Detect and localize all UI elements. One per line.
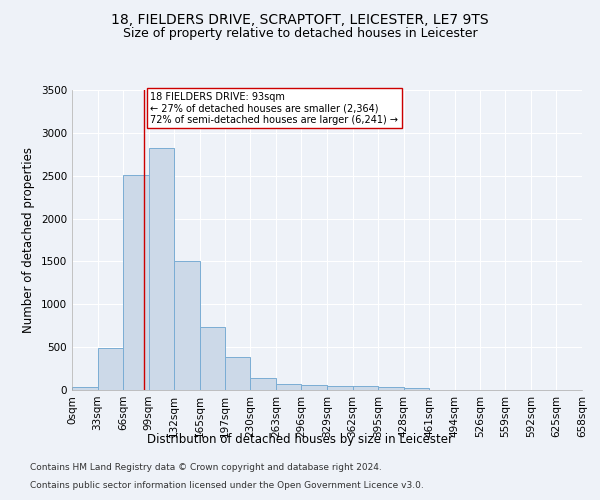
Bar	[276, 384, 301, 390]
Bar	[149, 148, 175, 390]
Bar	[200, 326, 226, 390]
Text: Size of property relative to detached houses in Leicester: Size of property relative to detached ho…	[122, 28, 478, 40]
Text: Contains HM Land Registry data © Crown copyright and database right 2024.: Contains HM Land Registry data © Crown c…	[30, 464, 382, 472]
Bar	[72, 388, 98, 390]
Text: 18 FIELDERS DRIVE: 93sqm
← 27% of detached houses are smaller (2,364)
72% of sem: 18 FIELDERS DRIVE: 93sqm ← 27% of detach…	[150, 92, 398, 125]
Bar	[175, 262, 200, 390]
Text: Distribution of detached houses by size in Leicester: Distribution of detached houses by size …	[147, 432, 453, 446]
Text: Contains public sector information licensed under the Open Government Licence v3: Contains public sector information licen…	[30, 481, 424, 490]
Bar	[327, 386, 353, 390]
Bar	[250, 378, 276, 390]
Bar	[378, 388, 404, 390]
Y-axis label: Number of detached properties: Number of detached properties	[22, 147, 35, 333]
Bar	[301, 386, 327, 390]
Bar	[404, 388, 430, 390]
Bar	[123, 175, 149, 390]
Bar	[224, 358, 250, 390]
Bar	[353, 386, 378, 390]
Bar	[98, 348, 123, 390]
Text: 18, FIELDERS DRIVE, SCRAPTOFT, LEICESTER, LE7 9TS: 18, FIELDERS DRIVE, SCRAPTOFT, LEICESTER…	[111, 12, 489, 26]
